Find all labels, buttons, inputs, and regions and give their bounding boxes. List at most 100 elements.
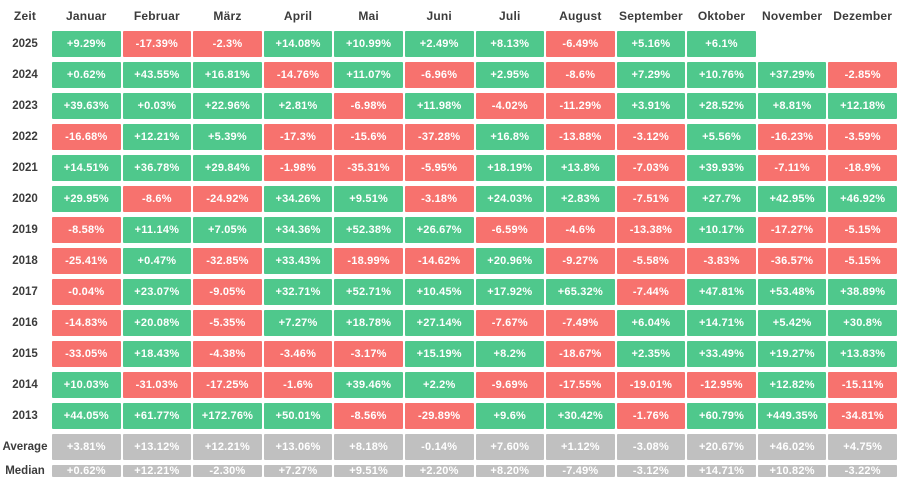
row-label-year: 2015 — [12, 348, 38, 360]
return-cell: -2.30% — [193, 465, 262, 477]
return-cell: +0.62% — [52, 465, 121, 477]
return-cell: -7.67% — [475, 310, 545, 336]
return-cell: +44.05% — [52, 403, 121, 429]
return-cell: +8.13% — [475, 31, 545, 57]
return-cell: +10.17% — [687, 217, 756, 243]
return-cell: -35.31% — [334, 155, 403, 181]
return-cell: +7.60% — [475, 434, 545, 460]
return-cell: +7.29% — [616, 62, 686, 88]
return-cell: -3.12% — [616, 465, 686, 477]
return-cell: +12.21% — [122, 465, 192, 477]
row-label-year: 2021 — [12, 162, 38, 174]
return-cell: -19.01% — [616, 372, 686, 398]
return-cell: +8.81% — [757, 93, 827, 119]
return-cell: -0.14% — [404, 434, 474, 460]
return-cell: +27.7% — [687, 186, 756, 212]
column-header-month: Oktober — [697, 9, 746, 23]
row-label-year: 2025 — [12, 38, 38, 50]
return-cell: +39.63% — [52, 93, 121, 119]
return-cell: -5.95% — [404, 155, 474, 181]
return-cell: +2.49% — [404, 31, 474, 57]
column-header-month: September — [619, 9, 683, 23]
return-cell: +10.99% — [334, 31, 403, 57]
return-cell: +42.95% — [757, 186, 827, 212]
return-cell: -9.05% — [193, 279, 262, 305]
return-cell: +46.02% — [757, 434, 827, 460]
return-cell: +52.38% — [334, 217, 403, 243]
column-header-month: Dezember — [833, 9, 893, 23]
return-cell: +52.71% — [334, 279, 403, 305]
return-cell: +0.62% — [52, 62, 121, 88]
return-cell: -7.49% — [546, 310, 615, 336]
return-cell: +7.27% — [263, 310, 333, 336]
return-cell: +10.45% — [404, 279, 474, 305]
return-cell: -4.02% — [475, 93, 545, 119]
return-cell: +0.47% — [122, 248, 192, 274]
return-cell: +15.19% — [404, 341, 474, 367]
column-header-month: Juni — [426, 9, 452, 23]
return-cell: +18.78% — [334, 310, 403, 336]
return-cell: -6.59% — [475, 217, 545, 243]
return-cell: -1.98% — [263, 155, 333, 181]
column-header-month: März — [213, 9, 242, 23]
return-cell: +2.83% — [546, 186, 615, 212]
return-cell: -33.05% — [52, 341, 121, 367]
return-cell: -1.76% — [616, 403, 686, 429]
return-cell: +46.92% — [828, 186, 897, 212]
return-cell: +28.52% — [687, 93, 756, 119]
return-cell: -9.27% — [546, 248, 615, 274]
return-cell: -4.38% — [193, 341, 262, 367]
return-cell: +4.75% — [828, 434, 897, 460]
return-cell: +23.07% — [122, 279, 192, 305]
return-cell: +2.95% — [475, 62, 545, 88]
return-cell: +47.81% — [687, 279, 756, 305]
return-cell: +1.12% — [546, 434, 615, 460]
return-cell: -13.38% — [616, 217, 686, 243]
return-cell: -3.46% — [263, 341, 333, 367]
return-cell: +14.71% — [687, 310, 756, 336]
return-cell: +13.12% — [122, 434, 192, 460]
return-cell: +24.03% — [475, 186, 545, 212]
return-cell: +13.06% — [263, 434, 333, 460]
return-cell: +9.6% — [475, 403, 545, 429]
return-cell: -16.23% — [757, 124, 827, 150]
return-cell: -7.03% — [616, 155, 686, 181]
return-cell: +53.48% — [757, 279, 827, 305]
return-cell: +19.27% — [757, 341, 827, 367]
row-label-summary: Median — [5, 465, 45, 477]
return-cell: +26.67% — [404, 217, 474, 243]
return-cell: -3.22% — [828, 465, 897, 477]
row-label-year: 2017 — [12, 286, 38, 298]
column-header-month: Februar — [133, 9, 180, 23]
return-cell: -6.96% — [404, 62, 474, 88]
return-cell: -29.89% — [404, 403, 474, 429]
return-cell: -34.81% — [828, 403, 897, 429]
return-cell: +18.19% — [475, 155, 545, 181]
return-cell: +20.67% — [687, 434, 756, 460]
return-cell: +8.18% — [334, 434, 403, 460]
return-cell: -24.92% — [193, 186, 262, 212]
return-cell: +18.43% — [122, 341, 192, 367]
return-cell: +3.91% — [616, 93, 686, 119]
return-cell: -15.11% — [828, 372, 897, 398]
return-cell: +9.51% — [334, 465, 403, 477]
return-cell: -3.17% — [334, 341, 403, 367]
return-cell: -5.15% — [828, 217, 897, 243]
return-cell: -12.95% — [687, 372, 756, 398]
return-cell: -36.57% — [757, 248, 827, 274]
return-cell: -13.88% — [546, 124, 615, 150]
return-cell: -25.41% — [52, 248, 121, 274]
row-label-year: 2020 — [12, 193, 38, 205]
column-header-zeit: Zeit — [13, 9, 37, 23]
return-cell: -17.3% — [263, 124, 333, 150]
return-cell: +29.84% — [193, 155, 262, 181]
return-cell: +22.96% — [193, 93, 262, 119]
return-cell: -15.6% — [334, 124, 403, 150]
return-cell: -18.99% — [334, 248, 403, 274]
return-cell: -16.68% — [52, 124, 121, 150]
row-label-year: 2024 — [12, 69, 38, 81]
return-cell: +29.95% — [52, 186, 121, 212]
return-cell: +5.39% — [193, 124, 262, 150]
return-cell: +39.93% — [687, 155, 756, 181]
return-cell: +16.8% — [475, 124, 545, 150]
